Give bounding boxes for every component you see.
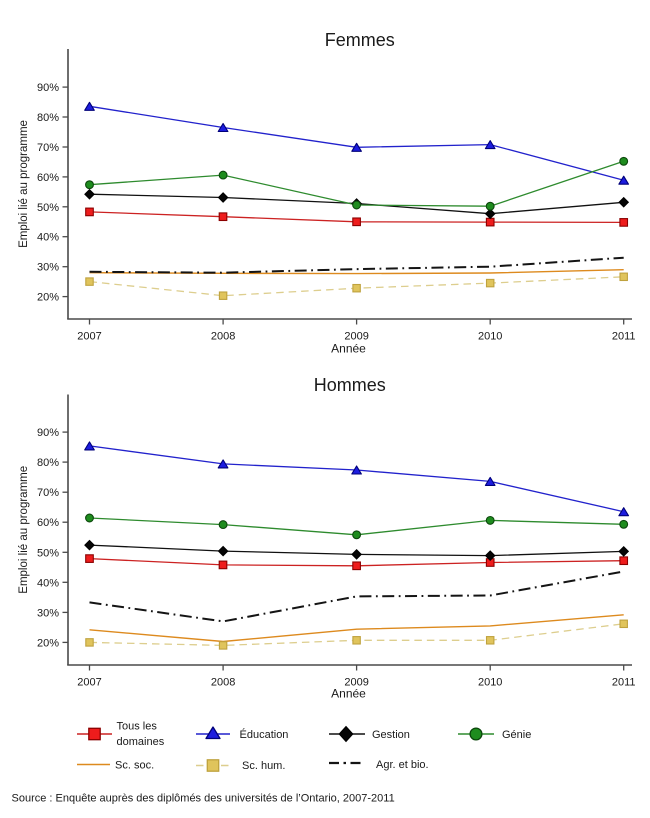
svg-text:2010: 2010 [478, 331, 502, 343]
svg-text:90%: 90% [37, 82, 59, 94]
svg-text:30%: 30% [37, 607, 59, 619]
svg-text:70%: 70% [37, 142, 59, 154]
svg-text:Année: Année [331, 687, 366, 701]
svg-text:2011: 2011 [612, 331, 636, 343]
svg-text:Agr. et bio.: Agr. et bio. [376, 759, 429, 771]
svg-text:Source : Enquête auprès des di: Source : Enquête auprès des diplômés des… [12, 793, 395, 805]
svg-text:2009: 2009 [344, 677, 368, 689]
svg-text:2008: 2008 [211, 677, 235, 689]
svg-text:50%: 50% [37, 547, 59, 559]
svg-text:60%: 60% [37, 172, 59, 184]
svg-text:2009: 2009 [344, 331, 368, 343]
svg-text:Tous les: Tous les [117, 721, 158, 733]
svg-text:Génie: Génie [502, 729, 531, 741]
svg-text:Éducation: Éducation [240, 728, 289, 741]
svg-text:80%: 80% [37, 112, 59, 124]
svg-text:40%: 40% [37, 577, 59, 589]
svg-text:30%: 30% [37, 262, 59, 274]
svg-text:Emploi lié au programme: Emploi lié au programme [18, 120, 30, 248]
svg-text:2007: 2007 [77, 331, 101, 343]
svg-text:40%: 40% [37, 232, 59, 244]
svg-text:Hommes: Hommes [314, 375, 386, 395]
svg-text:Gestion: Gestion [372, 729, 410, 741]
svg-text:80%: 80% [37, 457, 59, 469]
svg-text:Femmes: Femmes [325, 30, 395, 50]
svg-text:Année: Année [331, 342, 366, 356]
svg-text:90%: 90% [37, 427, 59, 439]
svg-text:Sc. soc.: Sc. soc. [115, 760, 154, 772]
svg-text:2007: 2007 [77, 677, 101, 689]
svg-text:20%: 20% [37, 292, 59, 304]
svg-text:2008: 2008 [211, 331, 235, 343]
svg-text:50%: 50% [37, 202, 59, 214]
svg-text:20%: 20% [37, 637, 59, 649]
svg-text:60%: 60% [37, 517, 59, 529]
svg-text:2010: 2010 [478, 677, 502, 689]
svg-text:2011: 2011 [612, 677, 636, 689]
svg-text:Sc. hum.: Sc. hum. [242, 760, 285, 772]
svg-text:domaines: domaines [117, 736, 165, 748]
svg-text:Emploi lié au programme: Emploi lié au programme [18, 466, 30, 594]
svg-text:70%: 70% [37, 487, 59, 499]
